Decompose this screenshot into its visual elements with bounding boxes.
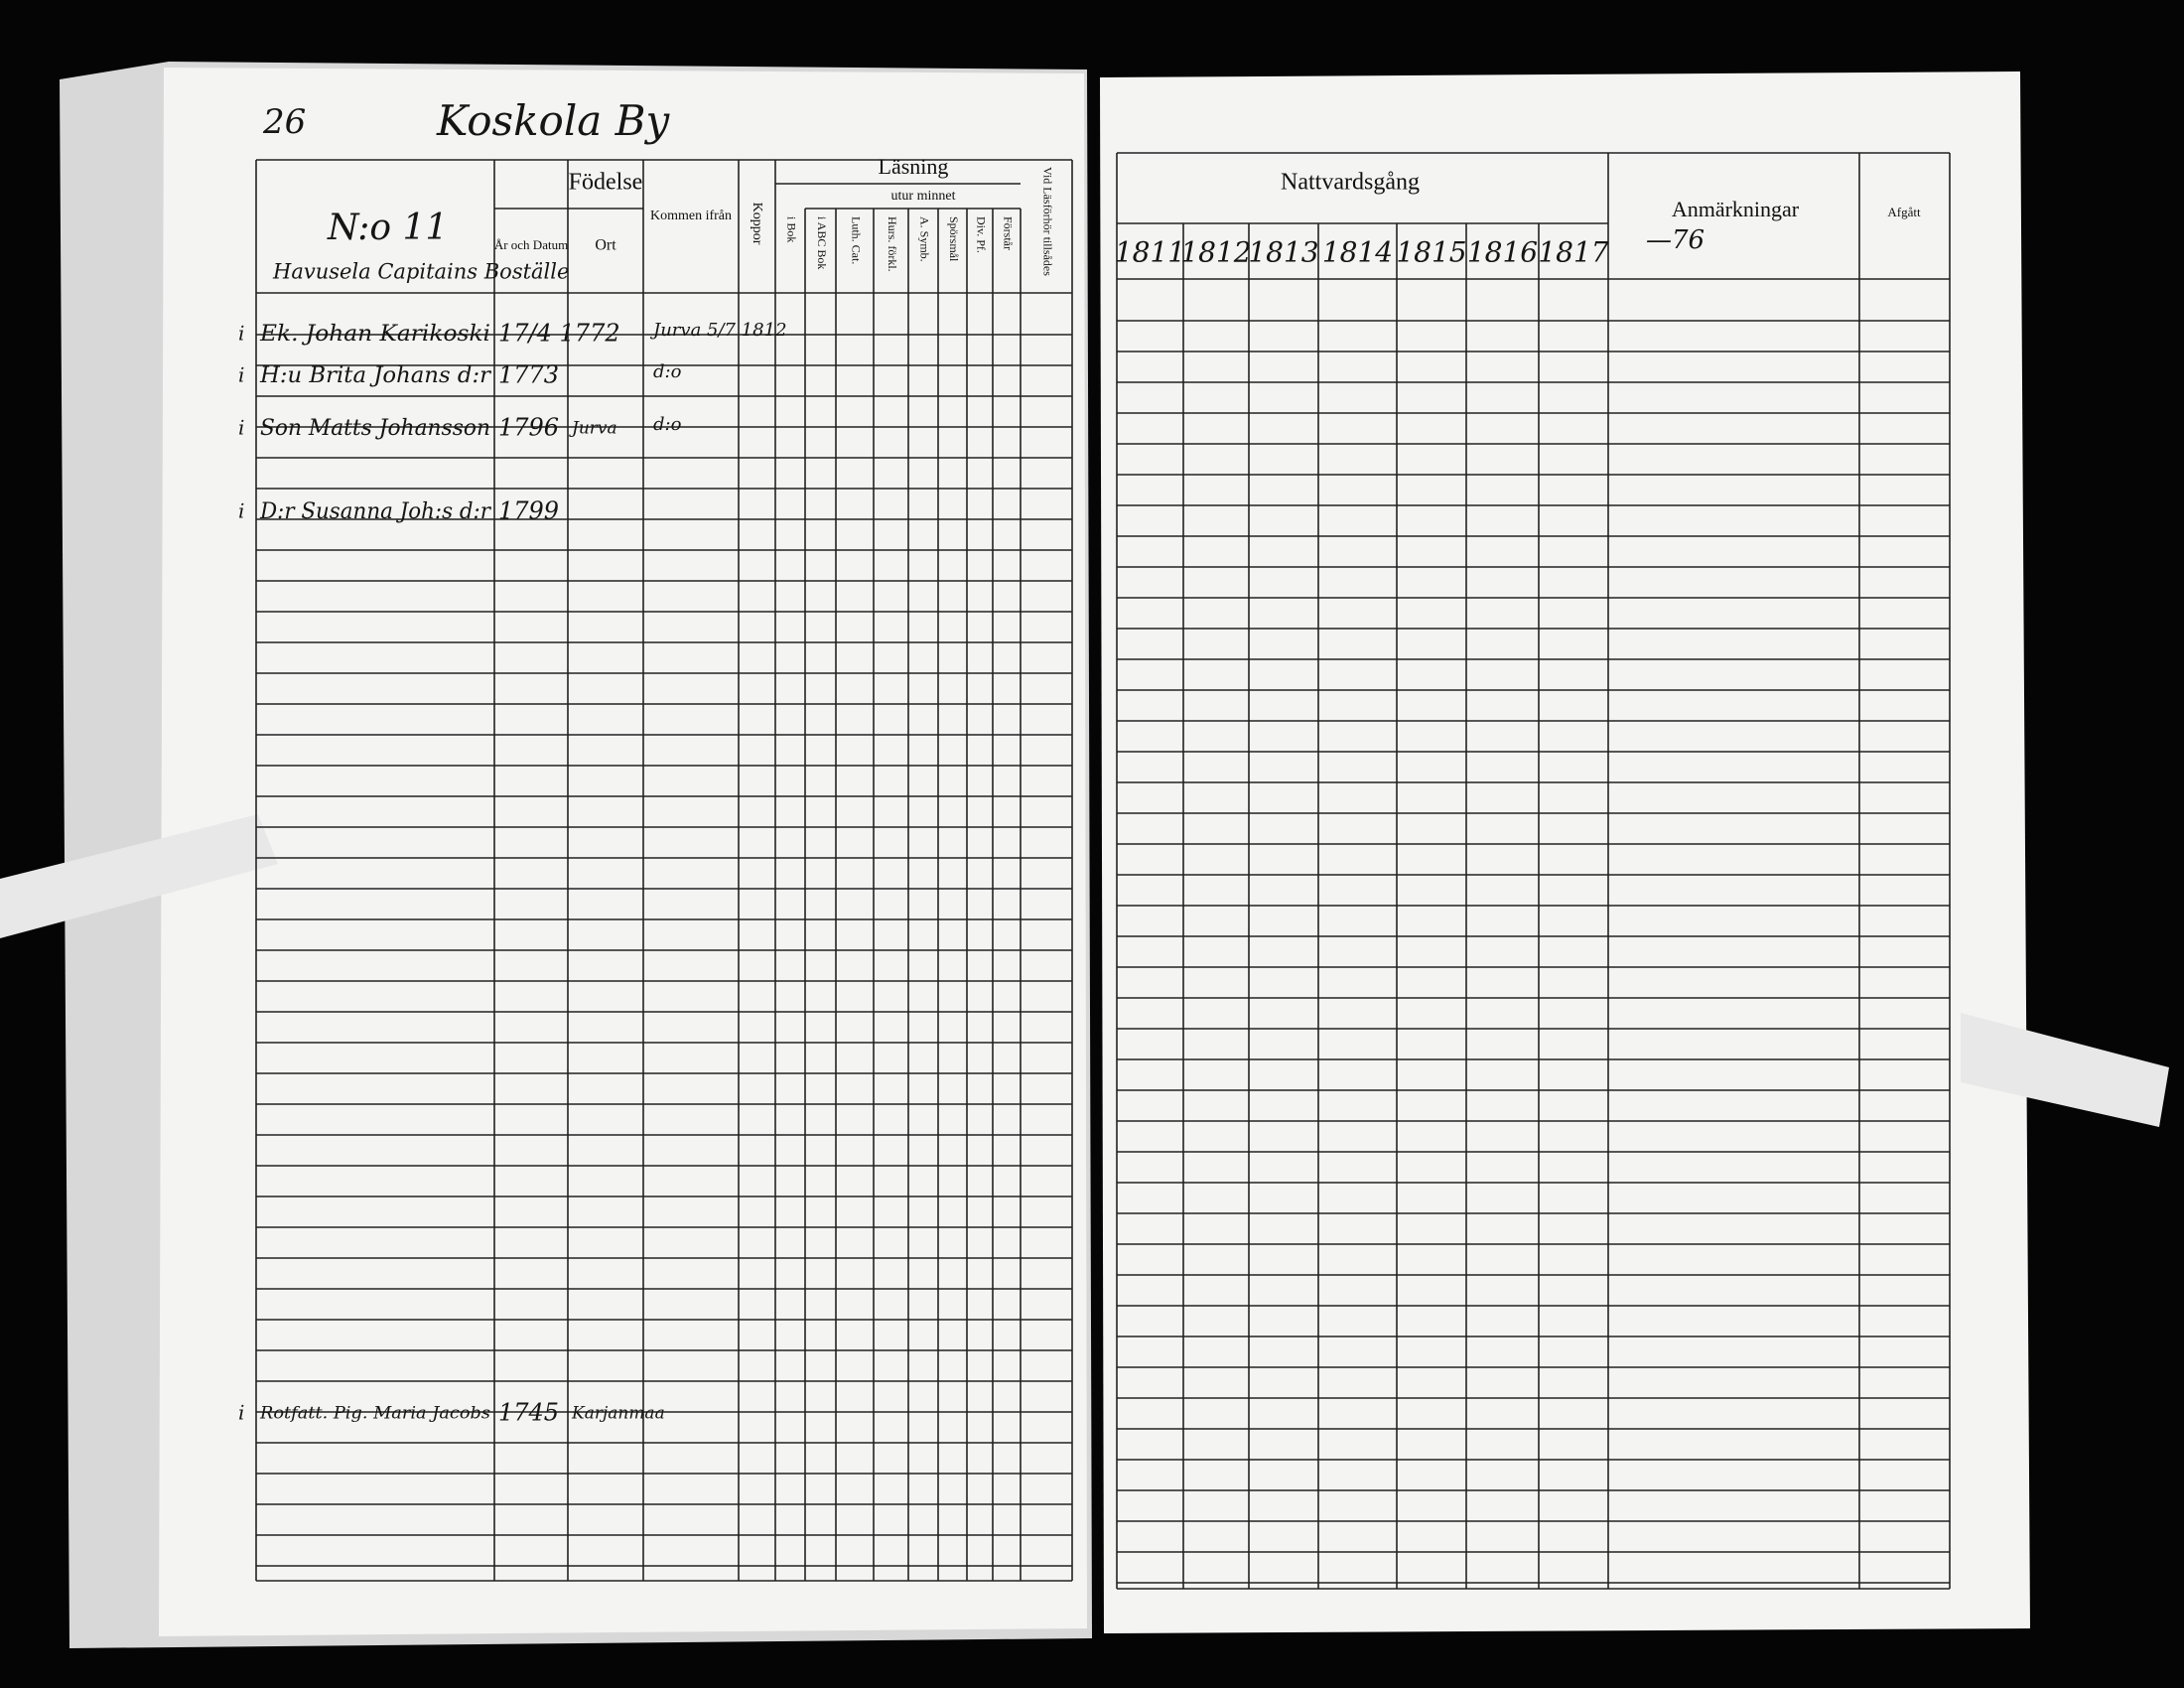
birth-date: 1799 xyxy=(498,497,559,525)
household-number: N:o 11 xyxy=(327,208,448,248)
col-header: Kommen ifrån xyxy=(650,209,732,223)
birth-date: 17/4 1772 xyxy=(498,320,620,348)
household-place: Havusela Capitains Boställe xyxy=(272,260,569,284)
year-header: 1817 xyxy=(1538,236,1608,269)
person-name: Rotfatt. Pig. Maria Jacobs xyxy=(259,1404,490,1424)
col-header: Födelse xyxy=(569,170,643,196)
year-header: 1814 xyxy=(1322,236,1393,269)
col-header: Anmärkningar xyxy=(1672,197,1800,221)
row-mark: i xyxy=(238,499,244,523)
col-header: Spörsmål xyxy=(947,216,961,262)
remarks-note: —76 xyxy=(1646,225,1705,255)
came-from: d:o xyxy=(653,361,682,382)
left-page xyxy=(159,68,1087,1636)
birth-place: Jurva xyxy=(569,419,617,439)
col-header: Nattvardsgång xyxy=(1281,170,1420,196)
year-header: 1811 xyxy=(1115,236,1185,269)
year-header: 1813 xyxy=(1248,236,1318,269)
col-header: i ABC Bok xyxy=(815,216,829,269)
person-name: H:u Brita Johans d:r xyxy=(259,363,492,388)
col-header: Div. Pf. xyxy=(974,216,988,253)
col-header: Afgått xyxy=(1887,205,1921,219)
col-header: Koppor xyxy=(750,203,764,245)
year-header: 1812 xyxy=(1180,236,1251,269)
bookmark-right xyxy=(1961,1013,2169,1127)
birth-place: Karjanmaa xyxy=(571,1404,665,1424)
table-grid xyxy=(255,152,1951,1590)
page-number: 26 xyxy=(262,102,306,142)
year-header: 1816 xyxy=(1467,236,1538,269)
col-header: i Bok xyxy=(784,216,798,242)
came-from: d:o xyxy=(653,414,682,435)
person-name: Son Matts Johansson xyxy=(260,416,490,441)
birth-date: 1773 xyxy=(498,361,559,389)
year-header: 1815 xyxy=(1396,236,1466,269)
col-header: A. Symb. xyxy=(917,216,931,262)
person-name: D:r Susanna Joh:s d:r xyxy=(259,499,491,524)
birth-date: 1745 xyxy=(498,1399,559,1427)
col-header: Vid Läsförhör tillsådes xyxy=(1040,167,1054,276)
right-page xyxy=(1100,71,2030,1633)
row-mark: i xyxy=(238,416,244,440)
row-mark: i xyxy=(238,363,244,387)
col-header: Förstår xyxy=(1001,216,1015,250)
birth-date: 1796 xyxy=(498,414,559,442)
row-mark: i xyxy=(238,322,244,346)
person-name: Ek. Johan Karikoski xyxy=(259,322,490,347)
came-from: Jurva 5/7 1812 xyxy=(649,320,787,341)
col-header: År och Datum xyxy=(494,237,568,252)
col-header: Luth. Cat. xyxy=(849,216,863,264)
col-header: Ort xyxy=(595,237,616,254)
col-header: utur minnet xyxy=(891,189,956,204)
bookmark-left xyxy=(0,814,278,938)
village-title: Koskola By xyxy=(436,96,671,145)
row-mark: i xyxy=(238,1401,244,1425)
col-header: Läsning xyxy=(879,154,949,179)
col-header: Hurs. förkl. xyxy=(886,216,899,272)
